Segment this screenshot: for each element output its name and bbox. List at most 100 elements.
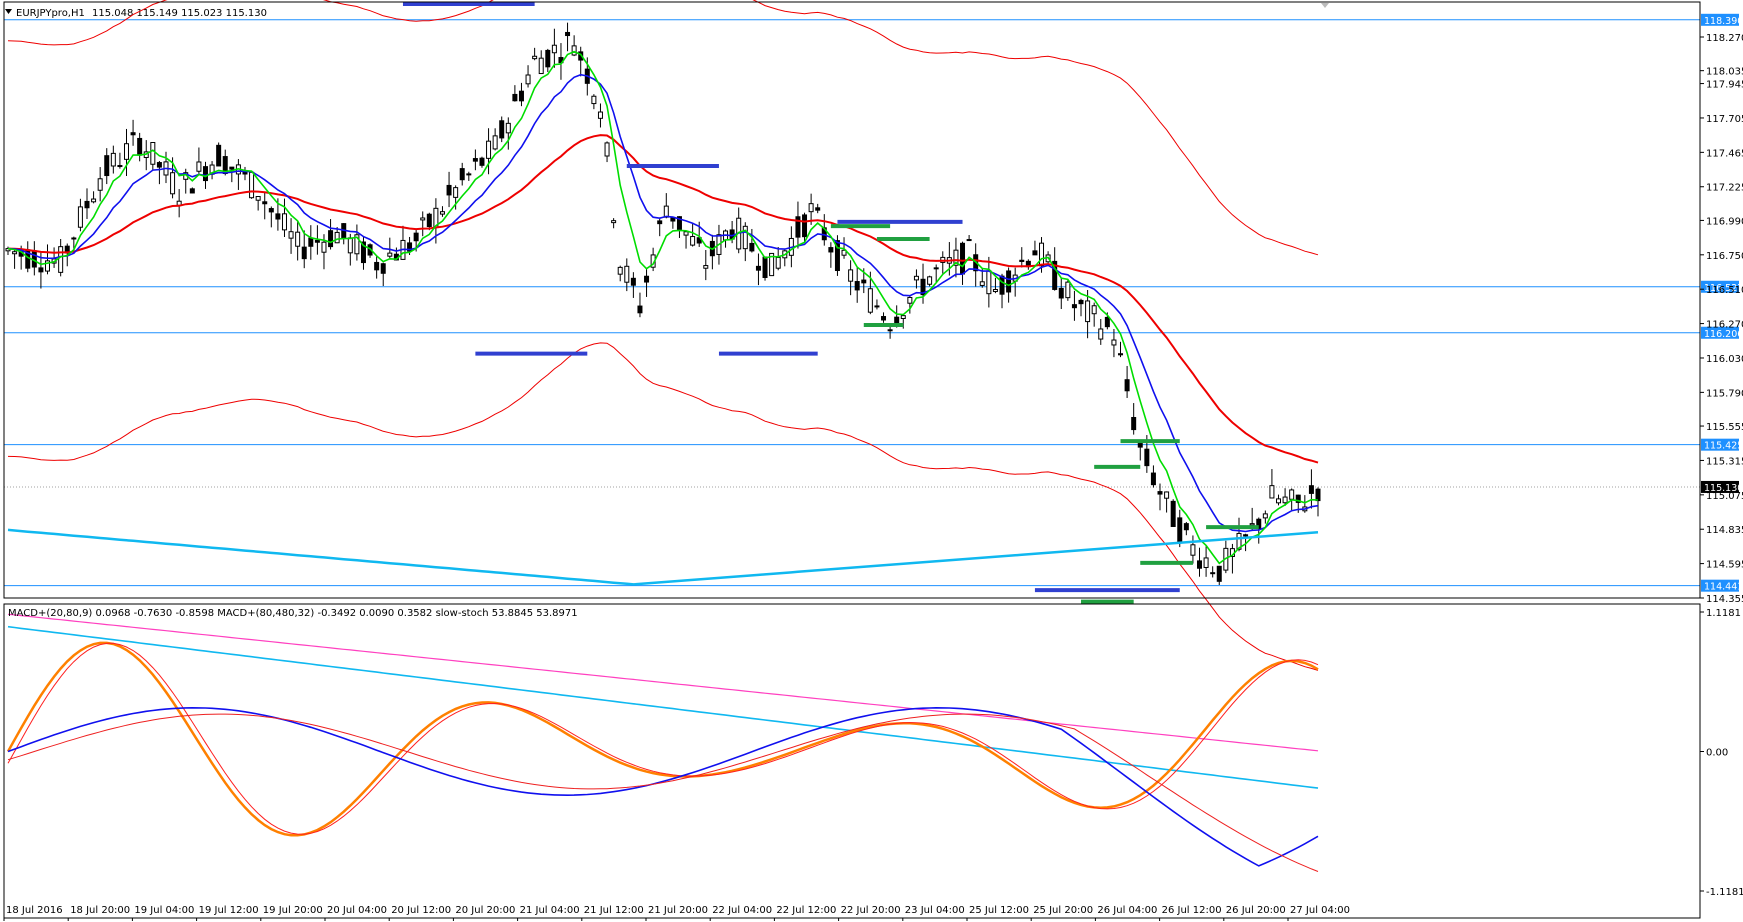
price-level-tag (1701, 326, 1739, 339)
price-tick-label: 116.990 (1706, 216, 1743, 227)
candle-body (512, 93, 518, 102)
candle-body (130, 132, 136, 136)
price-tick-label: 117.705 (1706, 114, 1743, 125)
candle-body (518, 90, 524, 102)
candle-body (795, 216, 801, 238)
candle-body (97, 178, 103, 191)
candle-body (775, 257, 781, 269)
candle-body (229, 166, 235, 170)
price-tick-label: 118.270 (1706, 33, 1743, 44)
candle-body (676, 216, 682, 230)
candle-body (1249, 523, 1255, 526)
candle-body (1315, 488, 1321, 502)
price-tick-label: 116.750 (1706, 251, 1743, 262)
candle-body (262, 201, 268, 205)
candle-body (439, 211, 445, 215)
price-tick-label: 115.555 (1706, 422, 1743, 433)
candle-body (828, 247, 834, 253)
candle-body (742, 225, 748, 250)
candle-body (834, 240, 840, 272)
stoch-signal-line (7, 642, 1319, 835)
time-tick-label: 19 Jul 04:00 (134, 905, 194, 916)
candle-body (486, 140, 492, 159)
one-click-trading-icon[interactable] (1321, 3, 1329, 8)
candle-body (1131, 417, 1137, 431)
time-tick-label: 19 Jul 12:00 (199, 905, 259, 916)
candle-body (874, 305, 880, 308)
candle-body (802, 214, 808, 238)
price-tick-label: 114.355 (1706, 594, 1743, 605)
candle-body (841, 249, 847, 256)
candle-body (413, 232, 419, 242)
candle-body (1289, 489, 1295, 500)
time-tick-label: 18 Jul 20:00 (70, 905, 130, 916)
candle-body (420, 217, 426, 221)
candle-body (1019, 259, 1025, 262)
candle-body (565, 31, 571, 37)
chart-menu-triangle-icon[interactable] (5, 9, 12, 14)
candle-body (117, 165, 123, 168)
candle-body (900, 315, 906, 320)
candle-body (1071, 304, 1077, 309)
candle-body (137, 137, 143, 156)
price-tick-label: 118.035 (1706, 67, 1743, 78)
candle-body (1262, 513, 1268, 519)
candle-body (979, 281, 985, 286)
candle-body (1150, 472, 1156, 486)
price-level-tag (1701, 438, 1739, 451)
candle-body (1085, 300, 1091, 323)
candle-body (453, 187, 459, 198)
candle-body (960, 242, 966, 275)
candle-body (58, 246, 64, 273)
candle-body (808, 203, 814, 213)
candle-body (663, 205, 669, 218)
time-tick-label: 21 Jul 04:00 (520, 905, 580, 916)
time-tick-label: 26 Jul 20:00 (1226, 905, 1286, 916)
sub-panel-frame (3, 603, 1701, 919)
candle-body (295, 231, 301, 247)
candle-body (446, 184, 452, 196)
price-level-label: 118.390 (1704, 16, 1743, 27)
candle-body (156, 162, 162, 168)
candle-body (762, 256, 768, 278)
candle-body (1144, 448, 1150, 467)
candle-body (597, 111, 603, 119)
candle-body (466, 173, 472, 176)
candle-body (551, 44, 557, 54)
candle-body (288, 231, 294, 239)
candle-body (479, 157, 485, 166)
candle-body (123, 143, 129, 160)
macd-slow-signal-line (7, 613, 1319, 752)
time-tick-label: 21 Jul 12:00 (584, 905, 644, 916)
time-tick-label: 20 Jul 20:00 (455, 905, 515, 916)
candle-body (380, 263, 386, 274)
candle-body (196, 161, 202, 172)
candle-body (255, 196, 261, 201)
current-price-label: 115.130 (1704, 483, 1743, 494)
candle-body (1124, 379, 1130, 392)
candle-body (1058, 287, 1064, 299)
time-tick-label: 19 Jul 20:00 (263, 905, 323, 916)
indicator-header: MACD+(20,80,9) 0.0968 -0.7630 -0.8598 MA… (8, 608, 578, 619)
price-level-label: 114.441 (1704, 582, 1743, 593)
candle-body (927, 276, 933, 285)
candle-body (1098, 328, 1104, 340)
candle-body (755, 265, 761, 271)
time-tick-label: 22 Jul 12:00 (776, 905, 836, 916)
candle-body (1078, 299, 1084, 305)
candle-body (545, 49, 551, 68)
price-level-label: 116.206 (1704, 329, 1743, 340)
time-tick-label: 21 Jul 20:00 (648, 905, 708, 916)
candle-body (644, 275, 650, 283)
candle-body (1118, 353, 1124, 356)
symbol-label: EURJPYpro,H1 (16, 8, 85, 19)
candle-body (275, 213, 281, 220)
candle-body (426, 213, 432, 228)
candle-body (1236, 532, 1242, 550)
candle-body (953, 249, 959, 266)
candle-body (1032, 250, 1038, 256)
candle-body (1104, 316, 1110, 328)
candle-body (683, 231, 689, 236)
time-tick-label: 20 Jul 12:00 (391, 905, 451, 916)
